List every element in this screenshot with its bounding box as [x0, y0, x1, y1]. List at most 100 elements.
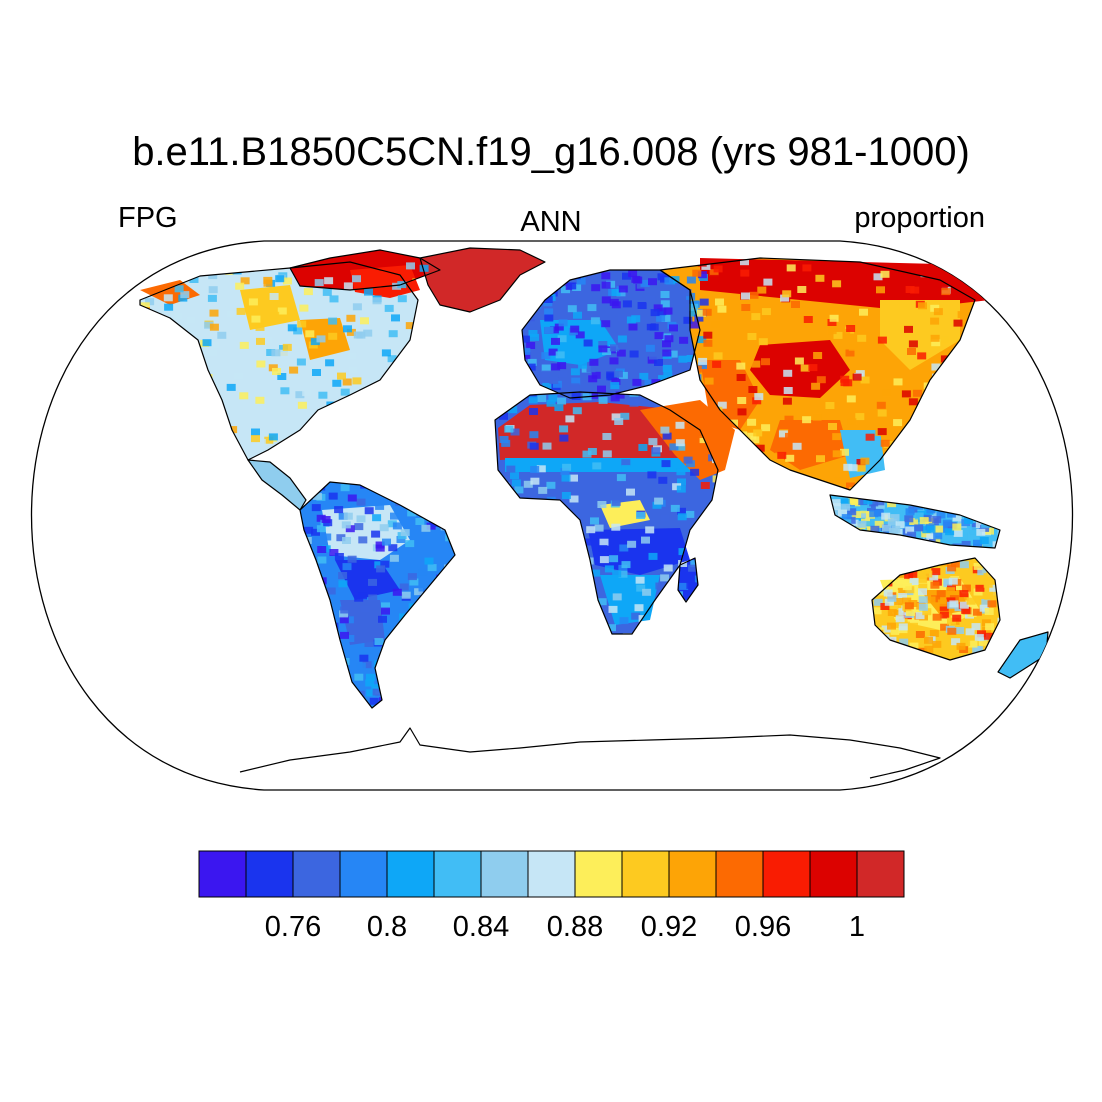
coastlines	[139, 247, 1049, 779]
grid-cell	[880, 439, 890, 447]
grid-cell	[576, 277, 586, 285]
grid-cell	[611, 301, 621, 309]
grid-cell	[712, 360, 722, 368]
grid-cell	[526, 363, 536, 371]
grid-cell	[953, 319, 963, 327]
grid-cell	[336, 534, 346, 542]
grid-cell	[709, 269, 719, 277]
grid-cell	[677, 478, 686, 486]
grid-cell	[648, 438, 658, 446]
grid-cell	[717, 401, 727, 409]
grid-cell	[240, 277, 250, 285]
grid-cell	[740, 269, 750, 277]
grid-cell	[887, 500, 897, 508]
grid-cell	[559, 425, 569, 433]
grid-cell	[418, 584, 428, 592]
grid-cell	[620, 412, 630, 420]
grid-cell	[279, 349, 289, 357]
grid-cell	[256, 360, 266, 368]
grid-cell	[959, 590, 969, 598]
grid-cell	[966, 579, 976, 587]
grid-cell	[663, 564, 673, 572]
grid-cell	[692, 269, 702, 277]
grid-cell	[637, 302, 647, 309]
grid-cell	[832, 280, 842, 288]
grid-cell	[646, 323, 656, 331]
grid-cell	[945, 528, 955, 536]
grid-cell	[983, 573, 993, 581]
grid-cell	[846, 482, 855, 490]
grid-cell	[601, 272, 611, 280]
grid-cell	[669, 324, 678, 332]
grid-cell	[587, 448, 597, 455]
grid-cell	[646, 295, 655, 303]
grid-cell	[755, 444, 765, 452]
grid-cell	[947, 627, 957, 635]
coastline	[494, 391, 719, 635]
grid-cell	[832, 509, 842, 517]
plot-title: b.e11.B1850C5CN.f19_g16.008 (yrs 981-100…	[132, 130, 970, 174]
grid-cell-texture	[140, 258, 1009, 705]
grid-cell	[551, 363, 561, 371]
grid-cell	[967, 610, 977, 618]
grid-cell	[946, 510, 956, 518]
grid-cell	[905, 286, 915, 293]
grid-cell	[251, 428, 260, 436]
grid-cell	[741, 292, 750, 300]
grid-cell	[339, 610, 349, 618]
grid-cell	[753, 429, 763, 437]
grid-cell	[629, 399, 639, 407]
grid-cell	[883, 589, 893, 597]
grid-cell	[379, 524, 389, 532]
grid-cell	[549, 326, 559, 334]
grid-cell	[352, 275, 361, 283]
grid-cell	[612, 593, 622, 601]
grid-cell	[948, 577, 958, 585]
colorbar-box	[527, 850, 576, 898]
grid-cell	[343, 325, 352, 333]
grid-cell	[856, 464, 866, 472]
grid-cell	[282, 277, 292, 285]
grid-cell	[887, 622, 896, 630]
grid-cell	[610, 394, 620, 402]
grid-cell	[347, 352, 357, 360]
grid-cell	[586, 365, 596, 373]
grid-cell	[263, 336, 273, 344]
grid-cell	[642, 588, 652, 596]
grid-cell	[662, 432, 672, 440]
grid-cell	[887, 609, 897, 616]
grid-cell	[617, 335, 627, 343]
grid-cell	[526, 342, 536, 349]
grid-cell	[180, 291, 190, 299]
grid-cell	[208, 272, 218, 280]
grid-cell	[396, 536, 406, 543]
grid-cell	[329, 549, 339, 556]
grid-cell	[217, 331, 227, 339]
grid-cell	[419, 264, 429, 272]
grid-cell	[614, 418, 624, 425]
grid-cell	[299, 304, 309, 312]
grid-cell	[893, 378, 903, 386]
grid-cell	[354, 673, 364, 681]
grid-cell	[898, 623, 908, 631]
grid-cell	[904, 602, 914, 610]
grid-cell	[679, 336, 689, 344]
grid-cell	[636, 512, 646, 519]
grid-cell	[612, 570, 622, 578]
grid-cell	[582, 450, 592, 458]
grid-cell	[917, 352, 927, 360]
grid-cell	[931, 339, 941, 347]
grid-cell	[601, 281, 611, 289]
grid-cell	[915, 631, 925, 638]
grid-cell	[328, 317, 338, 325]
grid-cell	[368, 594, 378, 602]
grid-cell	[840, 498, 850, 506]
grid-cell	[598, 545, 608, 553]
grid-cell	[648, 352, 658, 360]
grid-cell	[832, 433, 842, 441]
grid-cell	[280, 387, 290, 395]
grid-cell	[591, 284, 601, 292]
grid-cell	[952, 514, 962, 522]
grid-cell	[264, 436, 274, 444]
grid-cell	[932, 516, 942, 524]
